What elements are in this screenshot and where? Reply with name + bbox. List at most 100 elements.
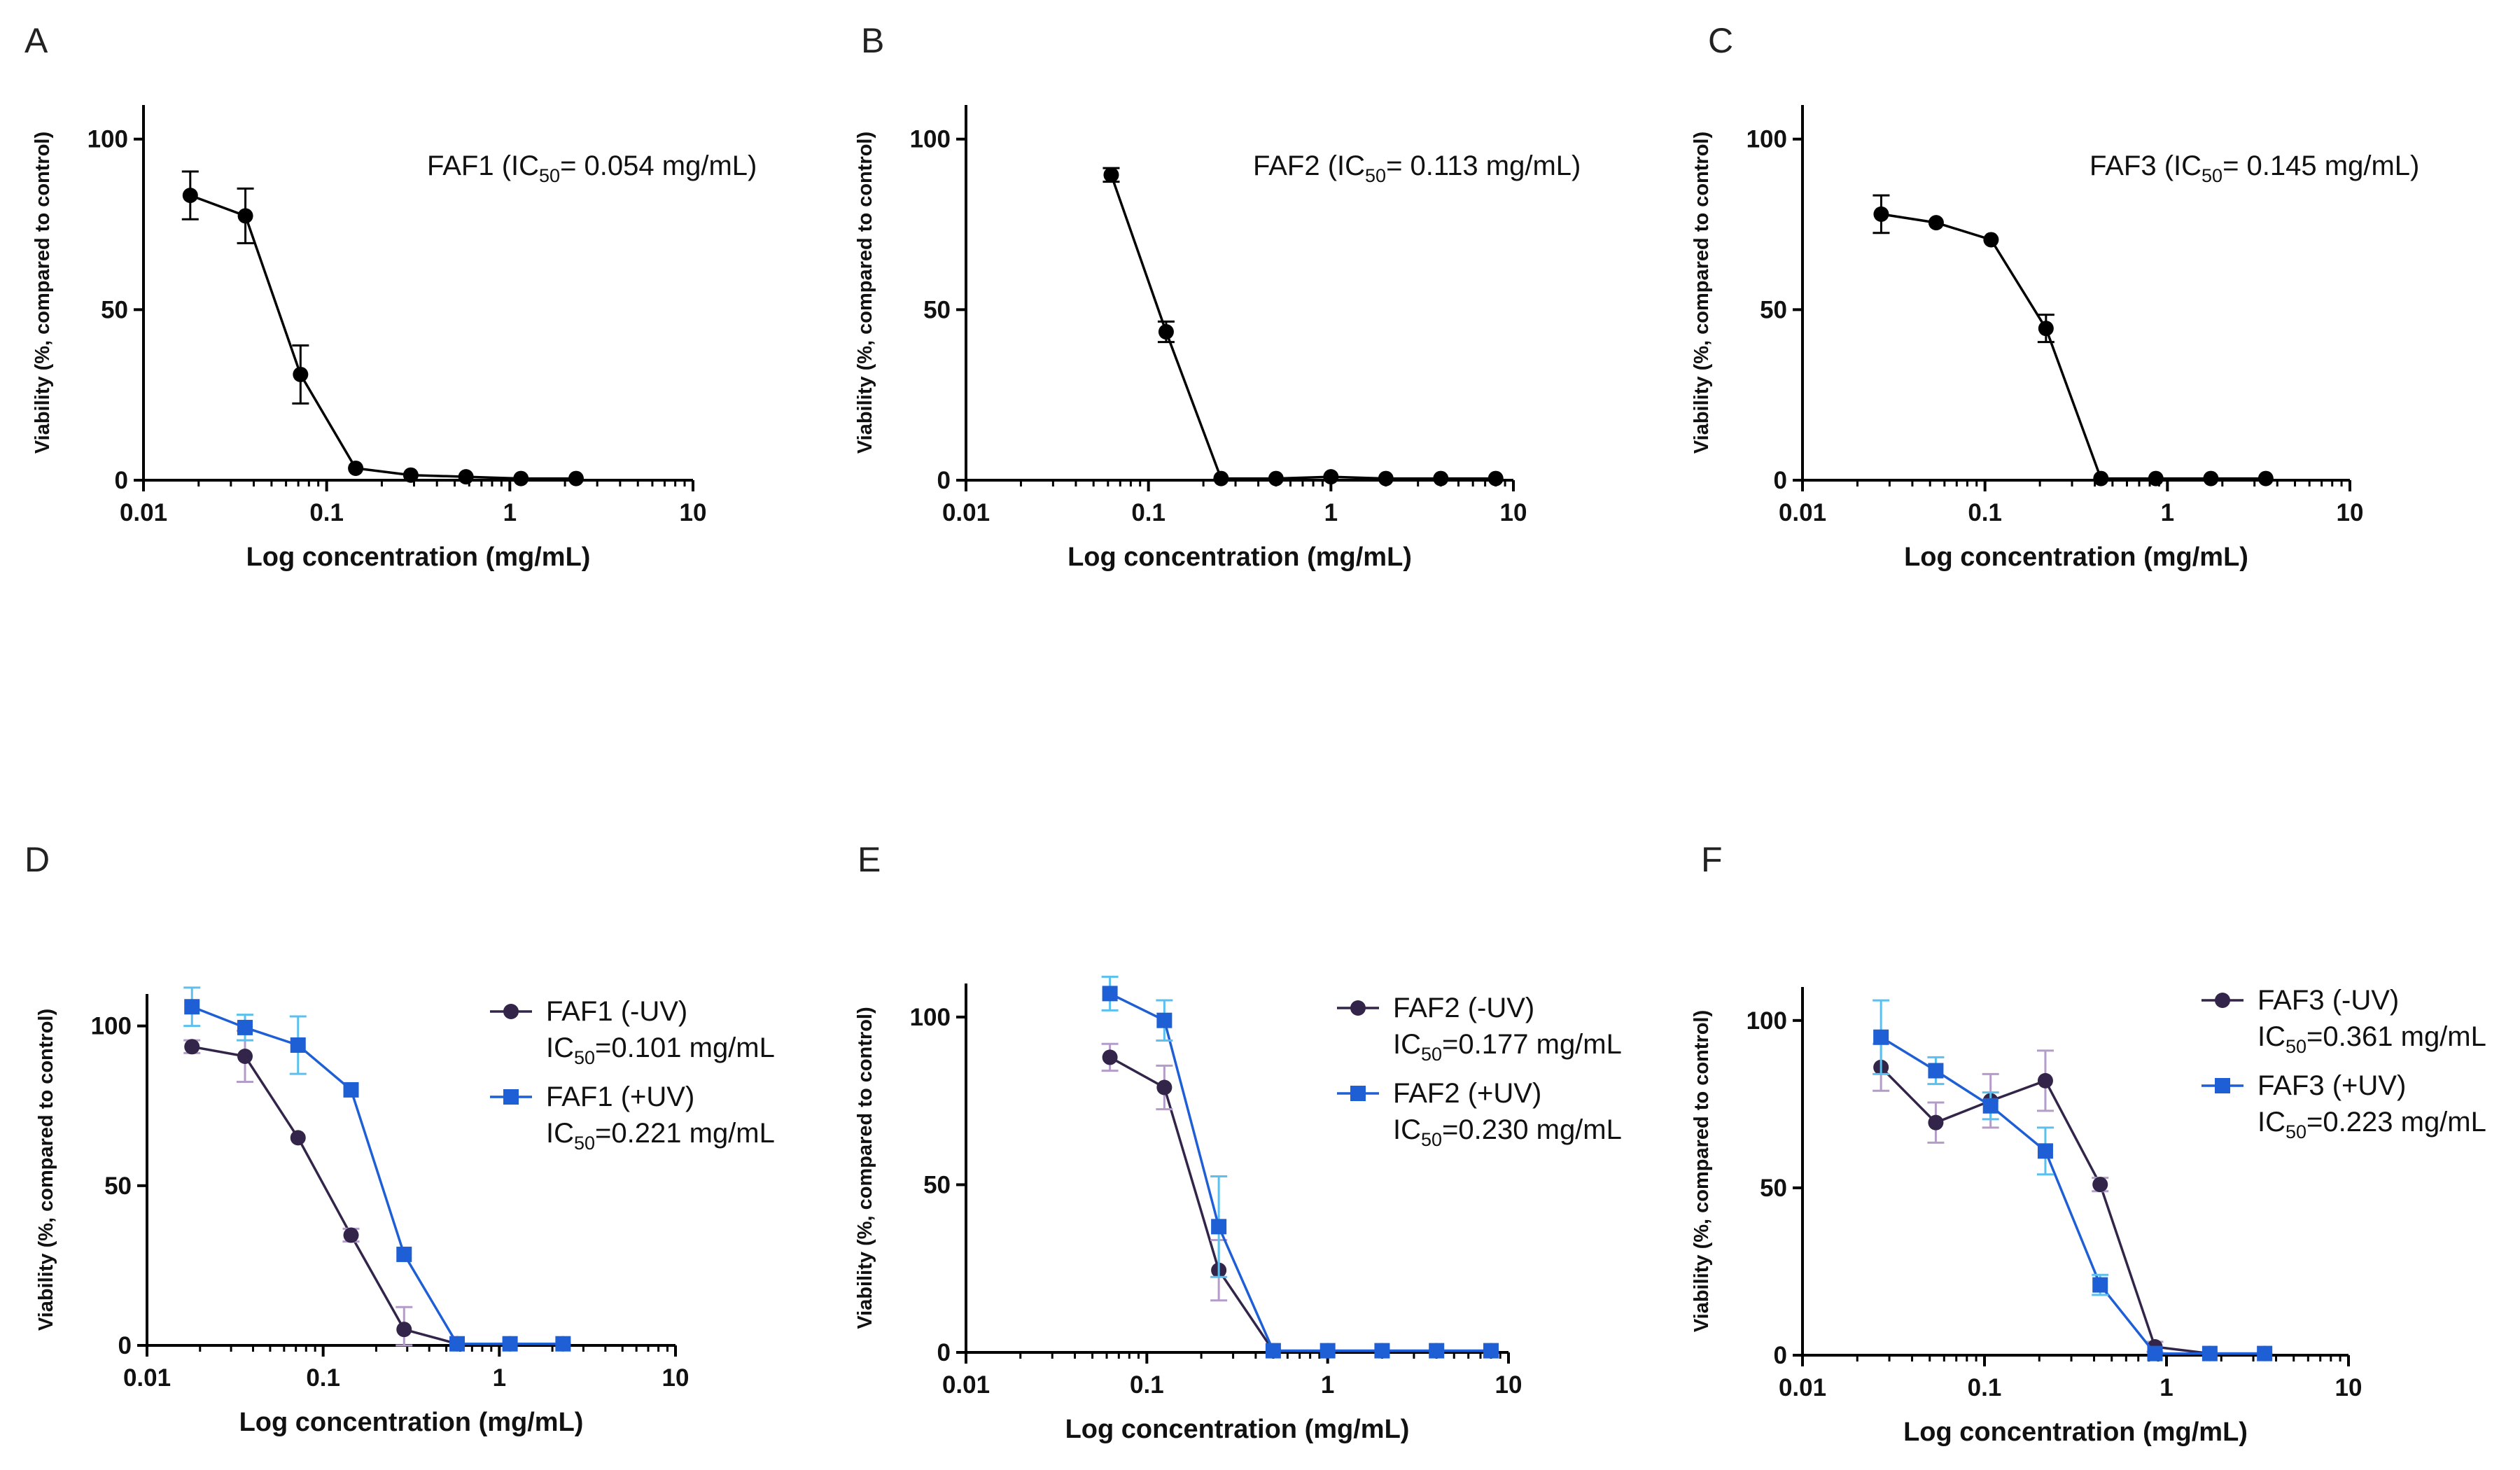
data-point bbox=[568, 470, 584, 486]
y-tick-label: 0 bbox=[1774, 1342, 1787, 1369]
data-point bbox=[2092, 1277, 2108, 1293]
legend-ic50: IC50=0.101 mg/mL bbox=[546, 1032, 775, 1068]
x-tick-label: 0.1 bbox=[1130, 1371, 1164, 1399]
data-point bbox=[1323, 469, 1339, 485]
y-tick-label: 0 bbox=[115, 467, 128, 494]
data-point bbox=[1102, 986, 1118, 1002]
y-tick-label: 50 bbox=[101, 296, 128, 323]
data-point bbox=[237, 208, 253, 224]
data-point bbox=[1433, 470, 1449, 486]
panel-letter: D bbox=[24, 840, 50, 879]
data-point bbox=[2092, 1177, 2108, 1193]
series-line bbox=[190, 194, 576, 480]
panel-letter: A bbox=[24, 21, 48, 60]
data-point bbox=[502, 1336, 518, 1352]
x-tick-label: 10 bbox=[662, 1364, 690, 1392]
x-tick-label: 0.01 bbox=[123, 1364, 171, 1392]
y-tick-label: 50 bbox=[1760, 296, 1787, 323]
data-point bbox=[2203, 470, 2219, 486]
y-tick-label: 50 bbox=[923, 1171, 951, 1198]
chart-a-svg: A 0 50 100 0.01 0.1 1 10 Viability (%, compared … bbox=[24, 21, 757, 572]
data-point bbox=[1156, 1012, 1172, 1028]
legend-ic50: IC50=0.221 mg/mL bbox=[546, 1118, 775, 1154]
x-axis-label: Log concentration (mg/mL) bbox=[1065, 1415, 1410, 1444]
data-point bbox=[1158, 324, 1174, 340]
data-point bbox=[1488, 470, 1504, 486]
data-point bbox=[237, 1048, 253, 1064]
x-tick-label: 1 bbox=[2161, 499, 2174, 526]
x-axis-label: Log concentration (mg/mL) bbox=[239, 1408, 584, 1437]
chart-e-svg: E 0 50 100 0.01 0.1 1 10 Viability (%, compared … bbox=[854, 840, 1622, 1444]
panel-e: E 0 50 100 0.01 0.1 1 10 Viability (%, compared … bbox=[840, 735, 1680, 1470]
legend-ic50: IC50=0.177 mg/mL bbox=[1393, 1029, 1622, 1065]
ic50-annotation: FAF1 (IC50= 0.054 mg/mL) bbox=[427, 150, 757, 186]
x-tick-label: 1 bbox=[1324, 499, 1338, 526]
legend-marker bbox=[2215, 1078, 2230, 1093]
data-point bbox=[237, 1019, 253, 1035]
data-point bbox=[2038, 321, 2054, 337]
series-line bbox=[1109, 992, 1491, 1352]
data-point bbox=[1378, 470, 1394, 486]
panel-f: F 0 50 100 0.01 0.1 1 10 Viability (%, compared … bbox=[1680, 735, 2520, 1470]
legend-series-name: FAF2 (-UV) bbox=[1393, 993, 1534, 1023]
chart-c-svg: C 0 50 100 0.01 0.1 1 10 Viability (%, compared … bbox=[1690, 21, 2419, 572]
data-point bbox=[1156, 1079, 1172, 1096]
x-tick-label: 0.1 bbox=[1968, 499, 2002, 526]
ic50-annotation: FAF2 (IC50= 0.113 mg/mL) bbox=[1253, 150, 1581, 186]
data-point bbox=[184, 1039, 200, 1055]
series-line bbox=[191, 1005, 564, 1345]
data-point bbox=[458, 469, 474, 485]
x-tick-label: 0.01 bbox=[942, 1371, 990, 1399]
y-axis-label: Viability (%, compared to control) bbox=[854, 132, 876, 454]
x-tick-label: 0.1 bbox=[1968, 1374, 2002, 1401]
legend-ic50: IC50=0.230 mg/mL bbox=[1393, 1114, 1622, 1150]
data-point bbox=[1213, 470, 1229, 486]
data-point bbox=[1103, 167, 1119, 183]
y-tick-label: 0 bbox=[937, 1339, 951, 1366]
series-line bbox=[1880, 1036, 2265, 1355]
data-point bbox=[449, 1336, 465, 1352]
y-tick-label: 100 bbox=[91, 1013, 132, 1040]
data-point bbox=[1928, 215, 1944, 231]
data-point bbox=[402, 467, 419, 483]
data-point bbox=[184, 999, 200, 1015]
x-tick-label: 0.01 bbox=[942, 499, 990, 526]
legend-series-name: FAF2 (+UV) bbox=[1393, 1078, 1541, 1109]
legend-marker bbox=[1350, 1000, 1366, 1016]
y-tick-label: 100 bbox=[910, 126, 951, 153]
x-axis-label: Log concentration (mg/mL) bbox=[1903, 1418, 2248, 1447]
y-tick-label: 0 bbox=[118, 1332, 132, 1359]
data-point bbox=[1928, 1114, 1944, 1130]
data-point bbox=[555, 1336, 571, 1352]
legend-series-name: FAF3 (+UV) bbox=[2258, 1070, 2406, 1101]
y-axis-label: Viability (%, compared to control) bbox=[31, 132, 54, 454]
data-point bbox=[343, 1227, 359, 1243]
legend-marker bbox=[1350, 1086, 1366, 1101]
data-point bbox=[348, 460, 364, 476]
y-axis-label: Viability (%, compared to control) bbox=[854, 1007, 876, 1329]
y-axis-label: Viability (%, compared to control) bbox=[1690, 1010, 1713, 1332]
y-axis-label: Viability (%, compared to control) bbox=[35, 1009, 57, 1331]
data-point bbox=[1320, 1343, 1336, 1359]
legend-series-name: FAF3 (-UV) bbox=[2258, 985, 2399, 1016]
panel-letter: C bbox=[1708, 21, 1733, 60]
panel-letter: F bbox=[1701, 840, 1723, 879]
y-tick-label: 100 bbox=[1746, 1007, 1787, 1035]
data-point bbox=[2037, 1072, 2053, 1088]
panel-letter: B bbox=[861, 21, 884, 60]
data-point bbox=[2147, 1345, 2163, 1362]
panel-a: A 0 50 100 0.01 0.1 1 10 Viability (%, compared … bbox=[0, 0, 840, 735]
legend-marker bbox=[503, 1004, 519, 1019]
data-point bbox=[290, 1130, 306, 1146]
legend-marker bbox=[503, 1089, 519, 1105]
x-tick-label: 10 bbox=[680, 499, 707, 526]
x-tick-label: 10 bbox=[1500, 499, 1527, 526]
y-tick-label: 0 bbox=[937, 467, 951, 494]
data-point bbox=[1983, 232, 1999, 248]
data-point bbox=[2257, 1345, 2273, 1362]
data-point bbox=[1374, 1343, 1390, 1359]
y-tick-label: 100 bbox=[910, 1004, 951, 1031]
y-tick-label: 50 bbox=[1760, 1175, 1787, 1202]
legend-series-name: FAF1 (-UV) bbox=[546, 996, 687, 1027]
chart-f-svg: F 0 50 100 0.01 0.1 1 10 Viability (%, compared … bbox=[1690, 840, 2486, 1447]
